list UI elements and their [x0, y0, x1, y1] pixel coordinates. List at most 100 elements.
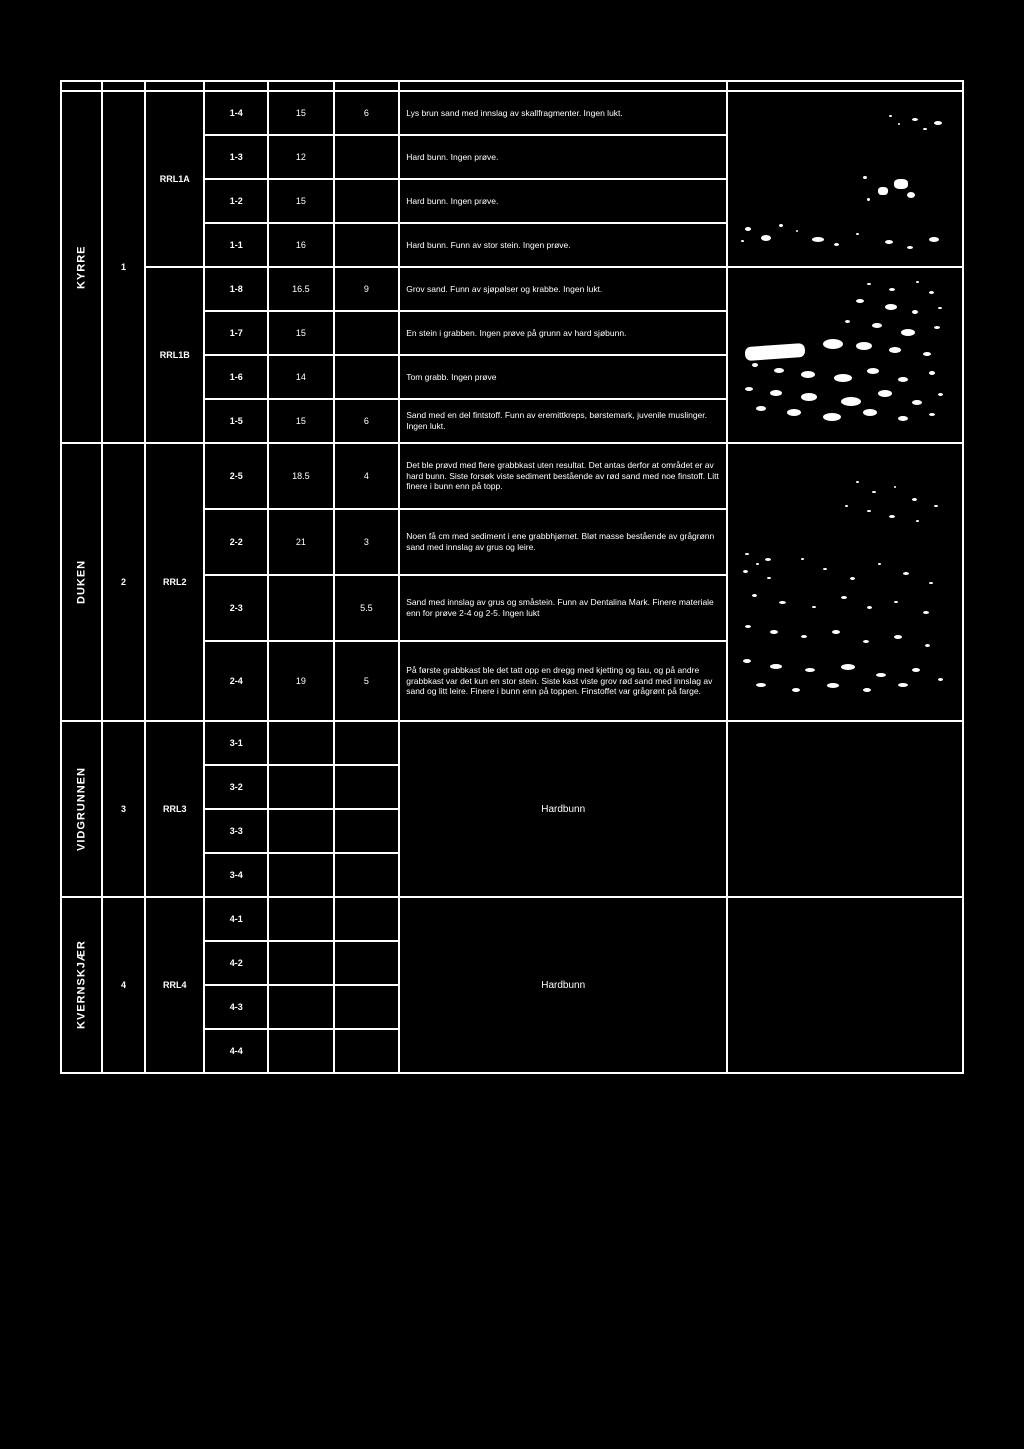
value-1: 19 — [268, 641, 334, 721]
sample-image — [727, 443, 963, 721]
value-2: 6 — [334, 399, 400, 443]
value-1 — [268, 1029, 334, 1073]
value-2: 5 — [334, 641, 400, 721]
comment-cell: Hard bunn. Ingen prøve. — [399, 135, 727, 179]
sample-image — [727, 897, 963, 1073]
row-id: 3-2 — [204, 765, 268, 809]
group-code: RRL3 — [145, 721, 204, 897]
comment-cell: Noen få cm med sediment i ene grabbhjørn… — [399, 509, 727, 575]
value-1: 16.5 — [268, 267, 334, 311]
comment-cell: Det ble prøvd med flere grabbkast uten r… — [399, 443, 727, 509]
comment-cell: Hard bunn. Ingen prøve. — [399, 179, 727, 223]
sample-image — [727, 267, 963, 443]
group-code: RRL1A — [145, 91, 204, 267]
value-1 — [268, 809, 334, 853]
row-id: 3-1 — [204, 721, 268, 765]
site-name: VIDGRUNNEN — [61, 721, 102, 897]
value-2: 5.5 — [334, 575, 400, 641]
row-id: 1-2 — [204, 179, 268, 223]
row-id: 1-7 — [204, 311, 268, 355]
comment-cell: Sand med innslag av grus og småstein. Fu… — [399, 575, 727, 641]
sample-image — [727, 721, 963, 897]
value-2 — [334, 223, 400, 267]
row-id: 4-4 — [204, 1029, 268, 1073]
group-code: RRL2 — [145, 443, 204, 721]
header-row — [61, 81, 963, 91]
speck-graphic — [734, 275, 956, 435]
value-1: 18.5 — [268, 443, 334, 509]
comment-cell: Hard bunn. Funn av stor stein. Ingen prø… — [399, 223, 727, 267]
big-comment: Hardbunn — [399, 897, 727, 1073]
comment-cell: Tom grabb. Ingen prøve — [399, 355, 727, 399]
value-2 — [334, 897, 400, 941]
value-2 — [334, 721, 400, 765]
row-id: 2-5 — [204, 443, 268, 509]
big-comment: Hardbunn — [399, 721, 727, 897]
value-2 — [334, 1029, 400, 1073]
row-id: 1-1 — [204, 223, 268, 267]
row-id: 3-3 — [204, 809, 268, 853]
table-row: DUKEN 2 RRL2 2-5 18.5 4 Det ble prøvd me… — [61, 443, 963, 509]
row-id: 1-6 — [204, 355, 268, 399]
comment-cell: Sand med en del fintstoff. Funn av eremi… — [399, 399, 727, 443]
table-row: VIDGRUNNEN 3 RRL3 3-1 Hardbunn — [61, 721, 963, 765]
value-1: 12 — [268, 135, 334, 179]
value-2: 6 — [334, 91, 400, 135]
group-code: RRL1B — [145, 267, 204, 443]
row-id: 4-1 — [204, 897, 268, 941]
site-name: KYRRE — [61, 91, 102, 443]
table-row: RRL1B 1-8 16.5 9 Grov sand. Funn av sjøp… — [61, 267, 963, 311]
comment-cell: Lys brun sand med innslag av skallfragme… — [399, 91, 727, 135]
value-1 — [268, 853, 334, 897]
site-name: KVERNSKJÆR — [61, 897, 102, 1073]
value-2 — [334, 765, 400, 809]
row-id: 2-2 — [204, 509, 268, 575]
value-2: 3 — [334, 509, 400, 575]
row-id: 2-3 — [204, 575, 268, 641]
table-row: KYRRE 1 RRL1A 1-4 15 6 Lys brun sand med… — [61, 91, 963, 135]
row-id: 1-5 — [204, 399, 268, 443]
row-id: 1-8 — [204, 267, 268, 311]
site-number: 1 — [102, 91, 145, 443]
value-1: 14 — [268, 355, 334, 399]
value-1: 21 — [268, 509, 334, 575]
value-1: 15 — [268, 91, 334, 135]
value-1: 16 — [268, 223, 334, 267]
value-1 — [268, 575, 334, 641]
site-number: 4 — [102, 897, 145, 1073]
value-2 — [334, 311, 400, 355]
site-number: 3 — [102, 721, 145, 897]
row-id: 3-4 — [204, 853, 268, 897]
value-1 — [268, 897, 334, 941]
sediment-table: KYRRE 1 RRL1A 1-4 15 6 Lys brun sand med… — [60, 80, 964, 1074]
value-1: 15 — [268, 179, 334, 223]
value-1 — [268, 985, 334, 1029]
row-id: 2-4 — [204, 641, 268, 721]
comment-cell: På første grabbkast ble det tatt opp en … — [399, 641, 727, 721]
value-2 — [334, 135, 400, 179]
value-1 — [268, 765, 334, 809]
comment-cell: En stein i grabben. Ingen prøve på grunn… — [399, 311, 727, 355]
table-row: KVERNSKJÆR 4 RRL4 4-1 Hardbunn — [61, 897, 963, 941]
value-2: 9 — [334, 267, 400, 311]
group-code: RRL4 — [145, 897, 204, 1073]
value-1: 15 — [268, 399, 334, 443]
sample-image — [727, 91, 963, 267]
value-2: 4 — [334, 443, 400, 509]
value-2 — [334, 985, 400, 1029]
site-name: DUKEN — [61, 443, 102, 721]
speck-graphic — [734, 462, 956, 702]
value-2 — [334, 853, 400, 897]
value-1 — [268, 721, 334, 765]
row-id: 1-3 — [204, 135, 268, 179]
speck-graphic — [734, 99, 956, 259]
value-2 — [334, 179, 400, 223]
comment-cell: Grov sand. Funn av sjøpølser og krabbe. … — [399, 267, 727, 311]
value-1: 15 — [268, 311, 334, 355]
row-id: 4-3 — [204, 985, 268, 1029]
value-2 — [334, 941, 400, 985]
site-number: 2 — [102, 443, 145, 721]
row-id: 1-4 — [204, 91, 268, 135]
row-id: 4-2 — [204, 941, 268, 985]
value-1 — [268, 941, 334, 985]
